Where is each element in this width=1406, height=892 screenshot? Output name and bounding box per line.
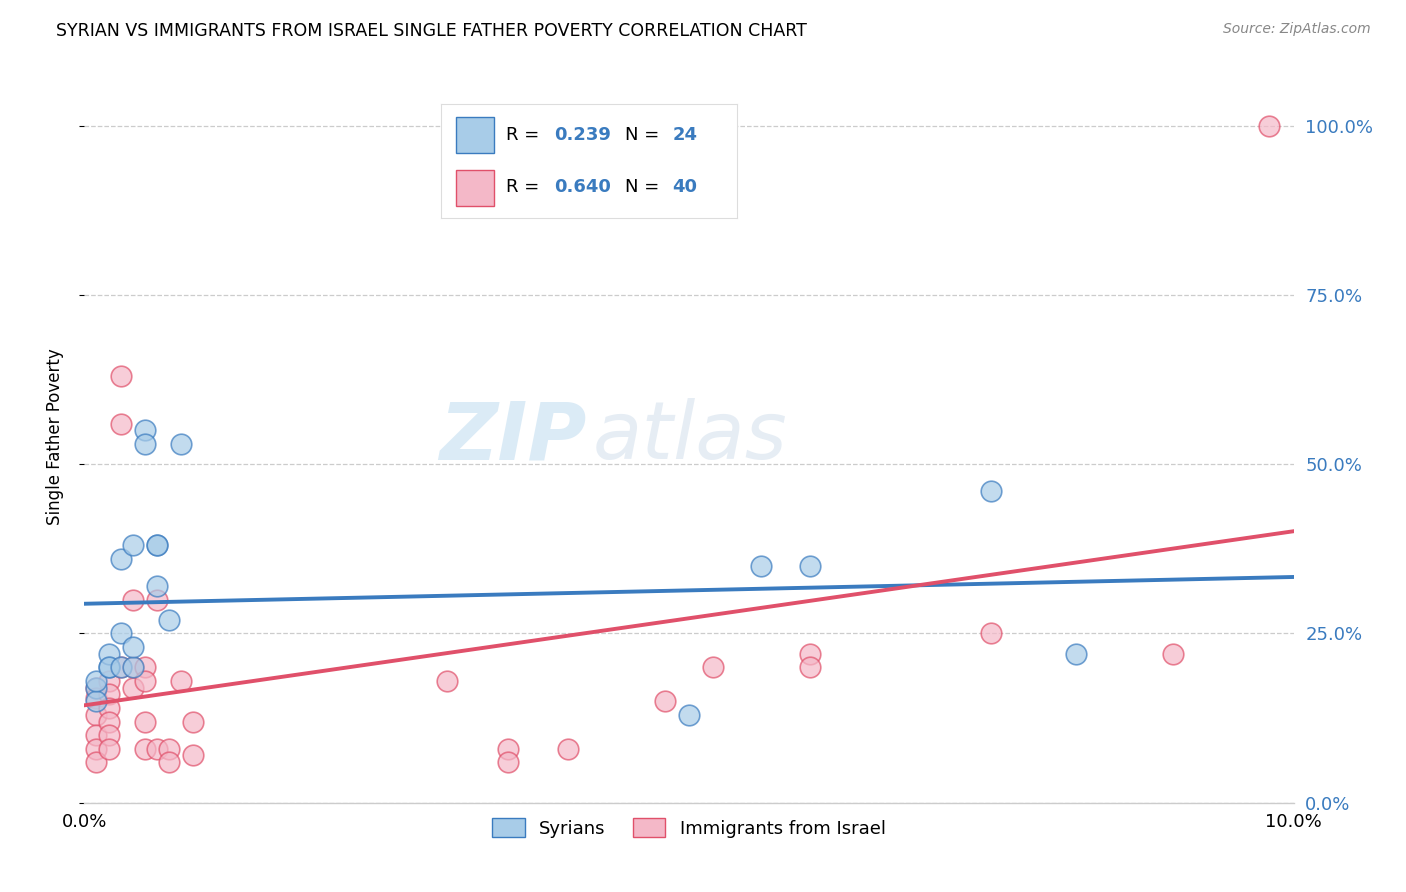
- Point: [97, 728, 120, 742]
- Point: [86, 681, 108, 695]
- Point: [170, 437, 193, 451]
- Point: [170, 673, 193, 688]
- Text: Source: ZipAtlas.com: Source: ZipAtlas.com: [1223, 22, 1371, 37]
- Point: [121, 538, 143, 552]
- Point: [751, 558, 773, 573]
- Point: [97, 688, 120, 702]
- Point: [86, 741, 108, 756]
- Point: [799, 558, 821, 573]
- Point: [1258, 119, 1281, 133]
- Point: [181, 748, 204, 763]
- Legend: Syrians, Immigrants from Israel: Syrians, Immigrants from Israel: [485, 811, 893, 845]
- Point: [86, 728, 108, 742]
- Point: [110, 417, 132, 431]
- Point: [121, 660, 143, 674]
- Point: [97, 673, 120, 688]
- Point: [157, 755, 180, 769]
- Point: [157, 741, 180, 756]
- Point: [134, 660, 156, 674]
- Point: [86, 690, 108, 705]
- Point: [157, 613, 180, 627]
- Point: [97, 660, 120, 674]
- Point: [557, 741, 579, 756]
- Point: [1161, 647, 1184, 661]
- Point: [134, 673, 156, 688]
- Point: [702, 660, 724, 674]
- Point: [496, 741, 519, 756]
- Text: SYRIAN VS IMMIGRANTS FROM ISRAEL SINGLE FATHER POVERTY CORRELATION CHART: SYRIAN VS IMMIGRANTS FROM ISRAEL SINGLE …: [56, 22, 807, 40]
- Point: [146, 538, 169, 552]
- Point: [97, 714, 120, 729]
- Point: [436, 673, 458, 688]
- Text: ZIP: ZIP: [439, 398, 586, 476]
- Point: [1064, 647, 1087, 661]
- Point: [146, 592, 169, 607]
- Point: [86, 673, 108, 688]
- Text: atlas: atlas: [592, 398, 787, 476]
- Point: [86, 681, 108, 695]
- Y-axis label: Single Father Poverty: Single Father Poverty: [45, 349, 63, 525]
- Point: [146, 579, 169, 593]
- Point: [980, 626, 1002, 640]
- Point: [181, 714, 204, 729]
- Point: [86, 694, 108, 708]
- Point: [121, 592, 143, 607]
- Point: [799, 647, 821, 661]
- Point: [146, 741, 169, 756]
- Point: [134, 741, 156, 756]
- Point: [146, 538, 169, 552]
- Point: [134, 423, 156, 437]
- Point: [121, 660, 143, 674]
- Point: [134, 437, 156, 451]
- Point: [86, 707, 108, 722]
- Point: [496, 755, 519, 769]
- Point: [134, 714, 156, 729]
- Point: [799, 660, 821, 674]
- Point: [654, 694, 676, 708]
- Point: [97, 647, 120, 661]
- Point: [121, 640, 143, 654]
- Point: [980, 484, 1002, 499]
- Point: [121, 681, 143, 695]
- Point: [97, 701, 120, 715]
- Point: [110, 660, 132, 674]
- Point: [110, 552, 132, 566]
- Point: [110, 660, 132, 674]
- Point: [86, 755, 108, 769]
- Point: [678, 707, 700, 722]
- Point: [97, 660, 120, 674]
- Point: [110, 626, 132, 640]
- Point: [97, 741, 120, 756]
- Point: [110, 369, 132, 384]
